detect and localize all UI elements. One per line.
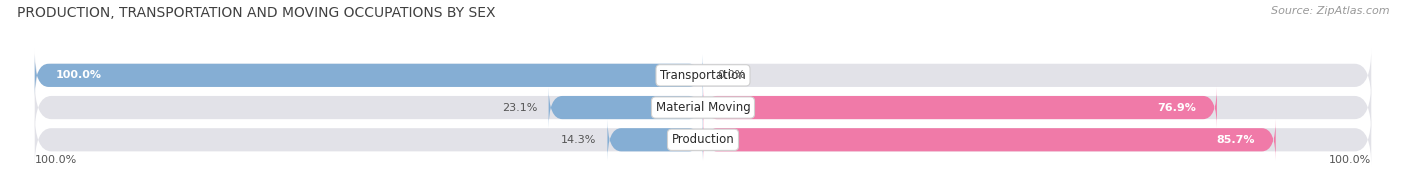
Text: Production: Production bbox=[672, 133, 734, 146]
Text: 100.0%: 100.0% bbox=[55, 70, 101, 80]
Text: Material Moving: Material Moving bbox=[655, 101, 751, 114]
FancyBboxPatch shape bbox=[35, 55, 703, 96]
Text: 23.1%: 23.1% bbox=[502, 103, 537, 113]
Text: PRODUCTION, TRANSPORTATION AND MOVING OCCUPATIONS BY SEX: PRODUCTION, TRANSPORTATION AND MOVING OC… bbox=[17, 6, 495, 20]
Text: 100.0%: 100.0% bbox=[35, 155, 77, 165]
Text: Transportation: Transportation bbox=[661, 69, 745, 82]
Text: 85.7%: 85.7% bbox=[1216, 135, 1256, 145]
Text: 0.0%: 0.0% bbox=[717, 70, 745, 80]
Text: Source: ZipAtlas.com: Source: ZipAtlas.com bbox=[1271, 6, 1389, 16]
FancyBboxPatch shape bbox=[35, 81, 1371, 135]
FancyBboxPatch shape bbox=[703, 87, 1218, 128]
FancyBboxPatch shape bbox=[35, 113, 1371, 167]
FancyBboxPatch shape bbox=[703, 119, 1275, 160]
FancyBboxPatch shape bbox=[548, 87, 703, 128]
Text: 76.9%: 76.9% bbox=[1157, 103, 1197, 113]
FancyBboxPatch shape bbox=[35, 48, 1371, 102]
Text: 14.3%: 14.3% bbox=[561, 135, 596, 145]
Text: 100.0%: 100.0% bbox=[1329, 155, 1371, 165]
FancyBboxPatch shape bbox=[607, 119, 703, 160]
